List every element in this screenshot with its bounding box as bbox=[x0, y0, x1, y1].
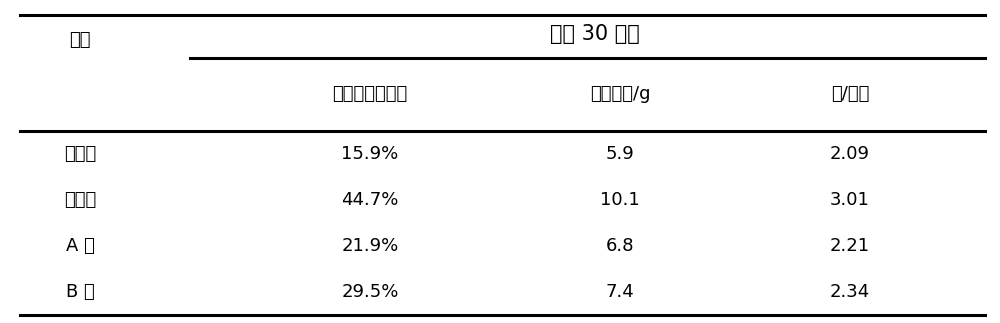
Text: 脂/体比: 脂/体比 bbox=[831, 86, 869, 103]
Text: 3.01: 3.01 bbox=[830, 191, 870, 209]
Text: 5.9: 5.9 bbox=[606, 145, 634, 163]
Text: 2.09: 2.09 bbox=[830, 145, 870, 163]
Text: 体重增加百分比: 体重增加百分比 bbox=[332, 86, 408, 103]
Text: 7.4: 7.4 bbox=[606, 283, 634, 301]
Text: 2.34: 2.34 bbox=[830, 283, 870, 301]
Text: 2.21: 2.21 bbox=[830, 237, 870, 255]
Text: 饲喂 30 天后: 饲喂 30 天后 bbox=[550, 24, 640, 44]
Text: 21.9%: 21.9% bbox=[341, 237, 399, 255]
Text: 10.1: 10.1 bbox=[600, 191, 640, 209]
Text: 对照组: 对照组 bbox=[64, 191, 96, 209]
Text: 6.8: 6.8 bbox=[606, 237, 634, 255]
Text: 29.5%: 29.5% bbox=[341, 283, 399, 301]
Text: A 组: A 组 bbox=[66, 237, 94, 255]
Text: 15.9%: 15.9% bbox=[341, 145, 399, 163]
Text: 44.7%: 44.7% bbox=[341, 191, 399, 209]
Text: 组别: 组别 bbox=[69, 31, 91, 48]
Text: B 组: B 组 bbox=[66, 283, 94, 301]
Text: 空白组: 空白组 bbox=[64, 145, 96, 163]
Text: 脂肪重量/g: 脂肪重量/g bbox=[590, 86, 650, 103]
